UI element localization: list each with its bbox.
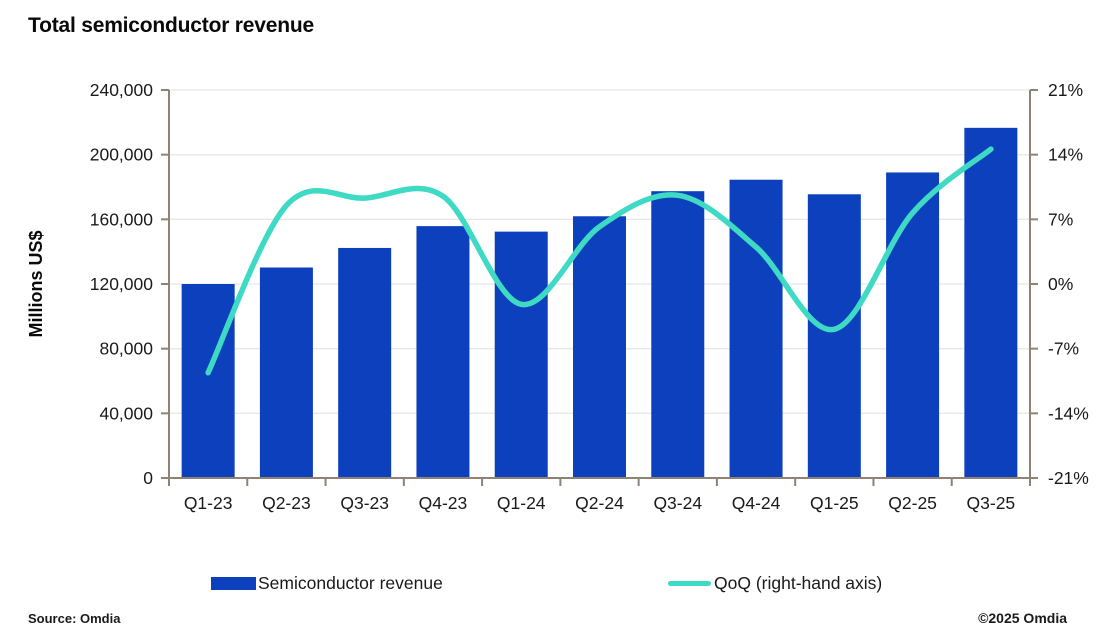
bar-Q4-23	[416, 226, 470, 478]
bar-Q1-25	[807, 194, 861, 478]
left-axis-tick-label: 240,000	[90, 80, 154, 100]
bar-Q3-23	[338, 247, 392, 478]
legend-item-qoq: QoQ (right-hand axis)	[668, 571, 882, 595]
left-axis-tick-label: 80,000	[99, 339, 153, 359]
qoq-line	[205, 146, 994, 376]
x-axis-tick-label: Q4-24	[732, 493, 781, 513]
right-axis-tick-label: 21%	[1048, 80, 1083, 100]
legend-line-swatch	[668, 580, 711, 586]
bar-Q1-24	[494, 231, 548, 478]
x-axis-tick-label: Q2-23	[262, 493, 311, 513]
bar-Q1-23	[181, 284, 235, 478]
bar-Q4-24	[729, 179, 783, 478]
left-axis-tick-label: 120,000	[90, 274, 154, 294]
qoq-line-layer	[205, 146, 994, 376]
left-axis-tick-label: 40,000	[99, 403, 153, 423]
axis-tick-labels-layer: 0 -21% 40,000 -14% 80,000 -7% 120,000 0% 160,000…	[26, 80, 1089, 513]
right-axis-tick-label: 14%	[1048, 145, 1083, 165]
source-note: Source: Omdia	[28, 611, 121, 626]
bar-Q2-25	[886, 172, 940, 478]
legend-label: Semiconductor revenue	[258, 572, 443, 593]
legend: Semiconductor revenue QoQ (right-hand ax…	[0, 571, 1099, 595]
x-axis-tick-label: Q3-24	[653, 493, 702, 513]
bar-Q2-24	[573, 216, 626, 479]
y-axis-title: Millions US$	[26, 230, 46, 337]
axes-layer	[161, 89, 1038, 486]
left-axis-tick-label: 200,000	[90, 145, 154, 165]
x-axis-tick-label: Q1-25	[810, 493, 859, 513]
right-axis-tick-label: -14%	[1048, 403, 1089, 423]
bar-Q2-23	[259, 267, 313, 478]
x-axis-tick-label: Q3-23	[340, 493, 389, 513]
x-axis-tick-label: Q4-23	[419, 493, 468, 513]
right-axis-tick-label: 0%	[1048, 274, 1073, 294]
legend-label: QoQ (right-hand axis)	[714, 572, 883, 593]
right-axis-tick-label: 7%	[1048, 209, 1073, 229]
bar-Q3-24	[651, 191, 705, 478]
left-axis-tick-label: 160,000	[90, 209, 154, 229]
revenue-bars-layer	[181, 127, 1018, 479]
legend-item-semiconductor-revenue: Semiconductor revenue	[211, 571, 443, 595]
x-axis-tick-label: Q3-25	[967, 493, 1016, 513]
x-axis-tick-label: Q1-24	[497, 493, 546, 513]
copyright-note: ©2025 Omdia	[978, 610, 1067, 626]
x-axis-tick-label: Q1-23	[184, 493, 233, 513]
x-axis-tick-label: Q2-25	[888, 493, 937, 513]
right-axis-tick-label: -7%	[1048, 339, 1079, 359]
right-axis-tick-label: -21%	[1048, 468, 1089, 488]
chart-title: Total semiconductor revenue	[28, 14, 314, 37]
legend-bar-swatch	[211, 576, 256, 590]
bar-Q3-25	[964, 127, 1018, 478]
x-axis-tick-label: Q2-24	[575, 493, 624, 513]
left-axis-tick-label: 0	[143, 468, 153, 488]
